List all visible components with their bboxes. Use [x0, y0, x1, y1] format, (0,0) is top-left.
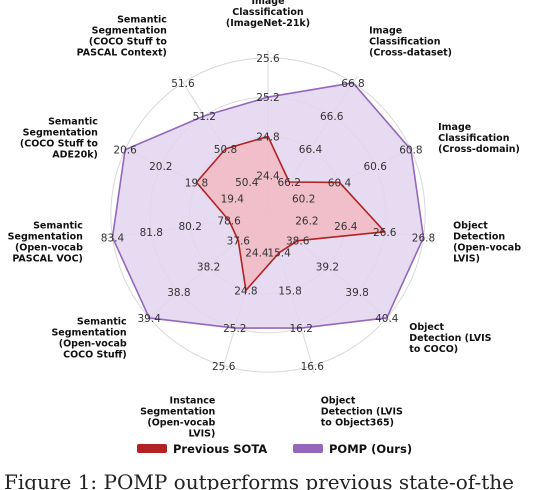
tick-label: 60.4 [328, 177, 352, 189]
tick-label: 26.8 [412, 232, 435, 244]
series-layer [111, 82, 425, 329]
tick-label: 25.6 [212, 361, 236, 373]
figure-caption: Figure 1: POMP outperforms previous stat… [4, 472, 514, 490]
tick-label: 66.8 [341, 78, 364, 90]
tick-label: 50.8 [214, 144, 237, 156]
axis-label: Object Detection (LVIS to Object365) [321, 395, 403, 428]
tick-label: 16.6 [301, 361, 325, 373]
axis-label: Semantic Segmentation (Open-vocab PASCAL VO… [8, 221, 83, 265]
tick-label: 66.4 [299, 144, 323, 156]
tick-label: 39.4 [138, 313, 162, 325]
tick-label: 26.4 [334, 221, 358, 233]
tick-labels: 24.4 24.8 25.2 25.6 66.2 66.4 66.6 66.8 60.2 60.4… [101, 53, 435, 373]
tick-label: 51.2 [193, 111, 216, 123]
tick-label: 24.8 [256, 131, 279, 143]
tick-label: 24.8 [234, 285, 257, 297]
tick-label: 19.4 [221, 194, 245, 206]
tick-label: 66.6 [320, 111, 344, 123]
axis-label: Image Classification (Cross-domain) [438, 122, 520, 155]
axis-label: Semantic Segmentation (COCO Stuff to ADE20k… [20, 116, 98, 160]
tick-label: 66.2 [278, 177, 301, 189]
tick-label: 39.8 [345, 287, 368, 299]
axis-label: Image Classification (Cross-dataset) [369, 26, 452, 59]
radar-chart: 24.4 24.8 25.2 25.6 66.2 66.4 66.6 66.8 60.2 60.4… [8, 0, 522, 456]
legend: Previous SOTA POMP (Ours) [137, 442, 412, 456]
tick-label: 60.6 [364, 161, 388, 173]
tick-label: 25.2 [223, 323, 246, 335]
tick-label: 38.2 [197, 262, 220, 274]
axis-label: Semantic Segmentation (Open-vocab COCO Stuf… [51, 317, 126, 361]
tick-label: 50.4 [235, 177, 259, 189]
tick-label: 83.4 [101, 232, 125, 244]
tick-label: 15.4 [267, 248, 291, 260]
tick-label: 81.8 [140, 227, 163, 239]
tick-label: 15.8 [278, 285, 301, 297]
tick-label: 80.2 [179, 221, 202, 233]
tick-label: 26.6 [373, 227, 397, 239]
axis-label: Instance Segmentation (Open-vocab LVIS) [140, 395, 215, 439]
tick-label: 20.6 [113, 145, 137, 157]
tick-label: 24.4 [256, 171, 280, 183]
series-previous-sota [195, 135, 386, 292]
tick-label: 51.6 [171, 78, 195, 90]
legend-swatch-previous-sota [137, 444, 167, 453]
tick-label: 38.6 [286, 236, 310, 248]
axis-label: Image Classification (ImageNet-21k) [226, 0, 310, 29]
tick-label: 60.2 [292, 194, 315, 206]
axis-labels: Image Classification (ImageNet-21k) Image Cl… [8, 0, 522, 439]
tick-label: 25.6 [256, 53, 280, 65]
legend-swatch-pomp [293, 444, 323, 453]
tick-label: 19.8 [185, 177, 208, 189]
tick-label: 26.2 [295, 216, 318, 228]
legend-label-previous-sota: Previous SOTA [173, 442, 267, 456]
tick-label: 16.2 [290, 323, 313, 335]
axis-label: Object Detection (Open-vocab LVIS) [453, 221, 521, 265]
tick-label: 39.2 [316, 262, 339, 274]
tick-label: 25.2 [256, 92, 279, 104]
tick-label: 78.6 [217, 216, 241, 228]
tick-label: 40.4 [375, 313, 399, 325]
axis-label: Semantic Segmentation (COCO Stuff to PASCAL… [77, 15, 168, 59]
tick-label: 20.2 [149, 161, 172, 173]
tick-label: 37.6 [227, 236, 251, 248]
tick-label: 60.8 [399, 145, 422, 157]
legend-label-pomp: POMP (Ours) [329, 442, 412, 456]
tick-label: 38.8 [167, 287, 190, 299]
tick-label: 24.4 [245, 248, 269, 260]
axis-label: Object Detection (LVIS to COCO) [409, 322, 491, 355]
